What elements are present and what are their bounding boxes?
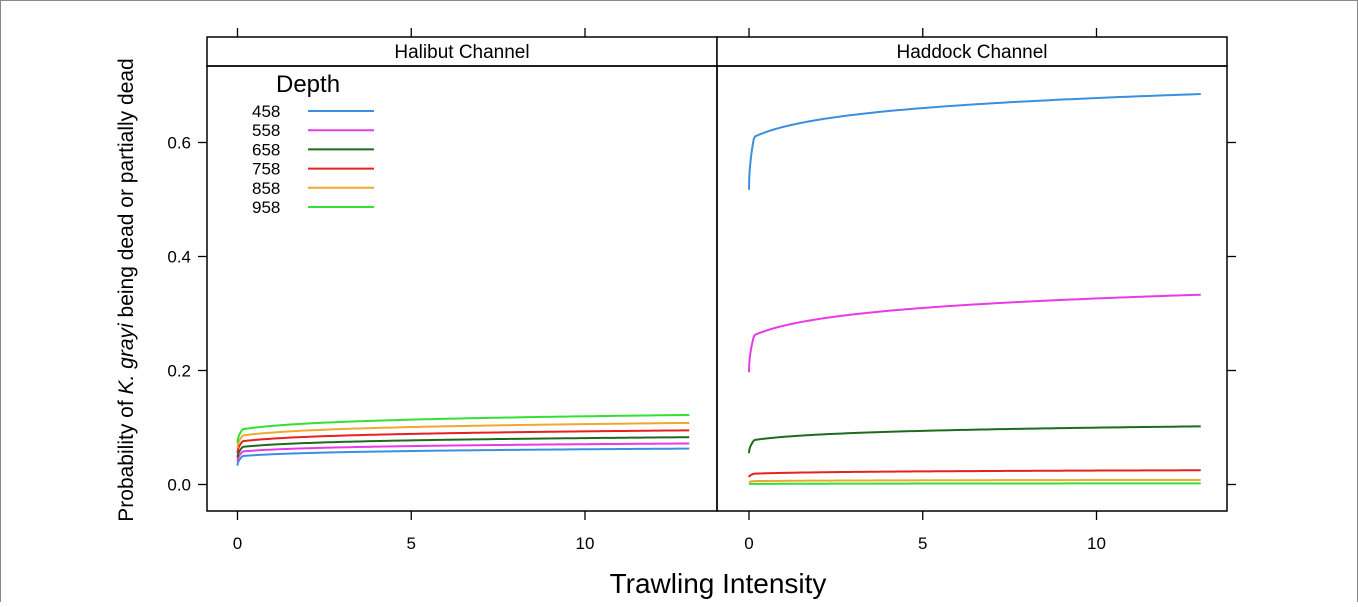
frame-border-top (0, 0, 1358, 1)
series-line-558 (236, 442, 690, 462)
series-line-558 (748, 293, 1201, 373)
panel-strip (716, 36, 1228, 67)
axes-layer: 0 0 5 5 10 10 0.0 0.2 0.4 0.6 (167, 28, 1236, 553)
legend-label-458: 458 (252, 102, 280, 121)
series-line-458 (236, 447, 690, 466)
panel-strip-label: Haddock Channel (896, 42, 1047, 63)
x-tick-label: 10 (1087, 534, 1106, 553)
series-line-758 (748, 469, 1201, 478)
legend-label-558: 558 (252, 121, 280, 140)
y-axis-label-suffix: being dead or partially dead (115, 58, 138, 323)
y-axis-label-prefix: Probability of (115, 395, 138, 522)
y-tick-label: 0.4 (167, 248, 191, 267)
panel-2: Haddock Channel (716, 36, 1228, 512)
y-tick-label: 0.0 (167, 476, 191, 495)
x-tick-label: 10 (576, 534, 595, 553)
series-line-758 (236, 429, 690, 454)
series-line-858 (748, 478, 1201, 483)
series-line-658 (236, 436, 690, 458)
panel-strip-label: Halibut Channel (394, 42, 529, 63)
panel-border (716, 65, 1228, 512)
series-line-958 (236, 413, 690, 443)
legend-label-658: 658 (252, 140, 280, 159)
legend-label-858: 858 (252, 179, 280, 198)
x-tick-label: 5 (407, 534, 416, 553)
series-line-458 (748, 93, 1201, 190)
y-tick-label: 0.6 (167, 134, 191, 153)
x-tick-label: 0 (744, 534, 753, 553)
y-axis-label: Probability of K. grayi being dead or pa… (115, 58, 138, 521)
x-tick-label: 5 (918, 534, 927, 553)
y-tick-label: 0.2 (167, 362, 191, 381)
y-axis-label-species: K. grayi (115, 322, 138, 395)
series-line-858 (236, 421, 690, 449)
panels-layer: Halibut Channel Haddock Channel (206, 36, 1228, 512)
frame-border-left (0, 0, 1, 602)
series-line-958 (749, 482, 1201, 485)
legend-label-758: 758 (252, 160, 280, 179)
x-tick-label: 0 (233, 534, 242, 553)
legend-title: Depth (276, 71, 340, 98)
series-line-658 (748, 425, 1201, 454)
panel-1: Halibut Channel (206, 36, 718, 512)
x-axis-label: Trawling Intensity (610, 568, 827, 599)
legend-label-958: 958 (252, 198, 280, 217)
